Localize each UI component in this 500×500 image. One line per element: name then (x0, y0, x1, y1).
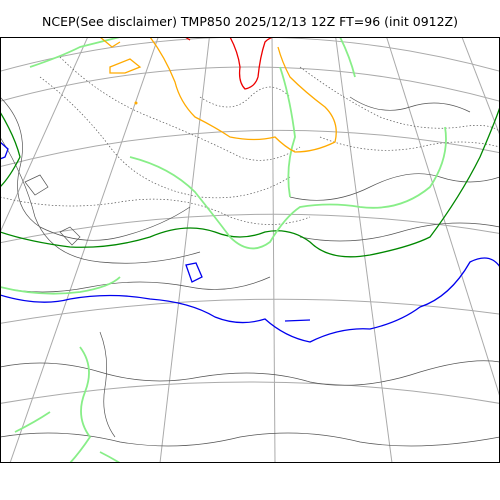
dotted-contour (39, 76, 291, 199)
dotted-contour (0, 196, 311, 225)
coastline (59, 226, 81, 246)
graticule-parallel (0, 66, 500, 102)
graticule (0, 37, 500, 463)
dotted-contours (0, 56, 500, 225)
dotted-contour (59, 56, 301, 161)
isotherm-6c (0, 276, 121, 295)
isotherm-6c (279, 66, 296, 198)
graticule-meridian (0, 37, 89, 234)
isotherm-9c (99, 37, 121, 48)
coastline (0, 432, 500, 447)
dotted-contour (199, 86, 291, 108)
coastline (0, 276, 271, 293)
graticule-meridian (9, 37, 159, 463)
isotherm-3c (0, 111, 21, 188)
map-panel (0, 37, 500, 463)
graticule-meridian (271, 37, 276, 463)
warm-spot-marker (134, 101, 138, 105)
isotherm-6c (129, 126, 447, 250)
isotherm-6c (339, 37, 356, 78)
isotherm-0c (0, 141, 9, 160)
isotherm-0c (284, 319, 311, 322)
coastline (99, 331, 116, 438)
graticule-parallel (0, 37, 500, 72)
dotted-contour (319, 136, 500, 151)
coastline (0, 136, 201, 264)
isotherm-3c (0, 106, 500, 258)
isotherm-0c (0, 257, 500, 343)
isotherm-6c (69, 346, 92, 463)
graticule-meridian (386, 37, 500, 398)
coastline (0, 360, 500, 386)
graticule-parallel (0, 129, 500, 168)
coastlines (0, 96, 500, 447)
chart-title: NCEP(See disclaimer) TMP850 2025/12/13 1… (41, 14, 458, 29)
isotherm-6c (14, 411, 51, 433)
coastline (24, 174, 49, 196)
isotherm-12c (229, 37, 276, 90)
isotherm-9c (109, 58, 142, 74)
map-frame (0, 37, 500, 463)
dotted-contour (299, 66, 500, 133)
graticule-meridian (461, 37, 500, 137)
graticule-parallel (0, 381, 500, 404)
coastline (349, 96, 471, 113)
isotherm-6c (29, 37, 121, 68)
graticule-parallel (0, 213, 500, 244)
graticule-meridian (159, 37, 210, 463)
isotherm-9c (149, 37, 337, 153)
graticule-meridian (335, 37, 393, 463)
graticule-parallel (0, 298, 500, 324)
isotherm-6c (99, 451, 121, 463)
isotherm-0c (185, 262, 203, 283)
coastline (0, 96, 191, 241)
coastline (299, 222, 500, 242)
